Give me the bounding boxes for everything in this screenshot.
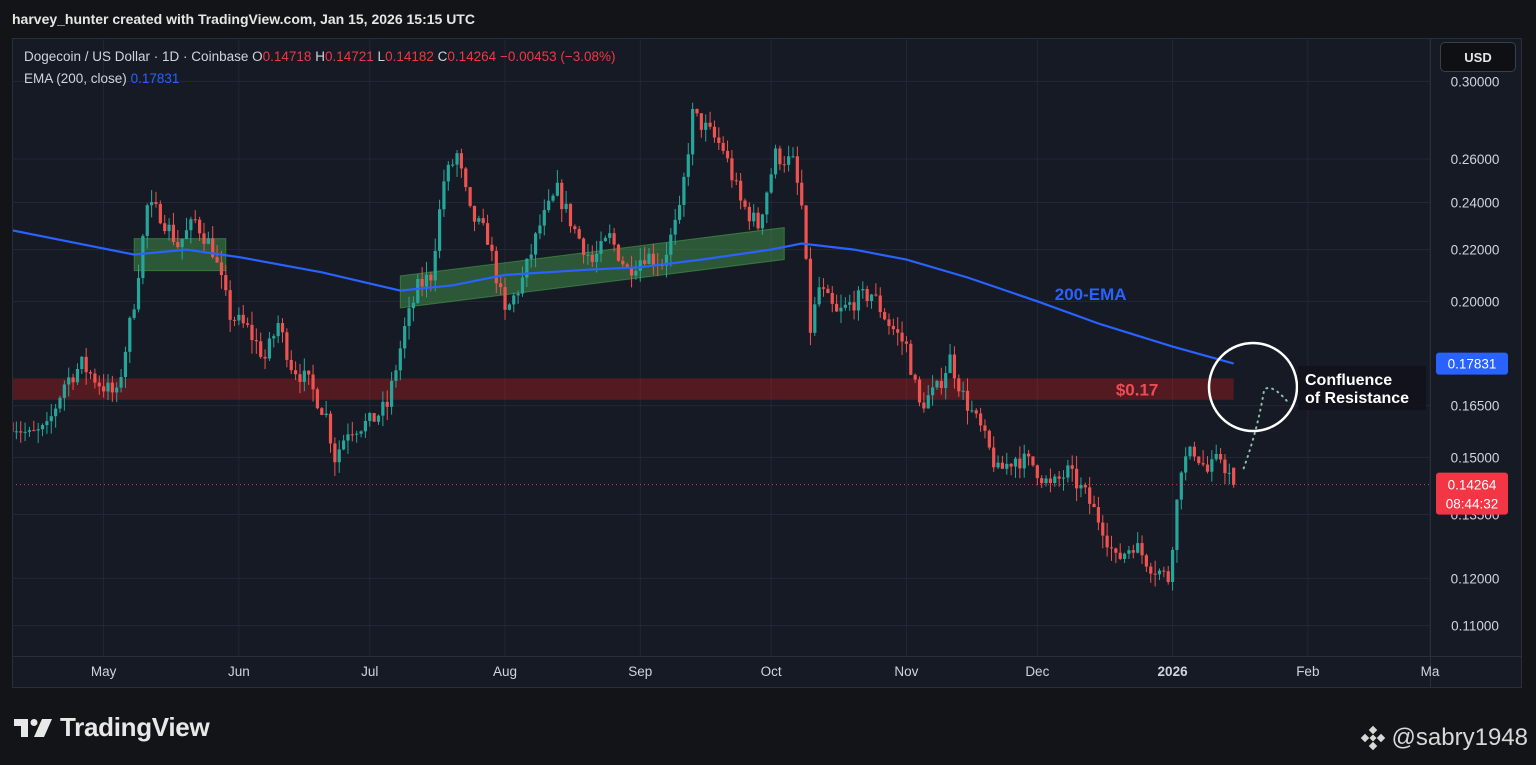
author-handle: @sabry1948: [1360, 724, 1528, 752]
legend-close-label: C: [437, 49, 448, 64]
tradingview-logo-icon: [14, 718, 52, 737]
legend-symbol: Dogecoin / US Dollar · 1D · Coinbase: [24, 49, 249, 64]
legend-low-value: 0.14182: [385, 49, 434, 64]
tradingview-brand: TradingView: [60, 712, 210, 742]
legend-open-value: 0.14718: [262, 49, 312, 64]
binance-diamond-icon: [1360, 725, 1385, 751]
legend-ema-value: 0.17831: [130, 71, 180, 86]
author-handle-text: @sabry1948: [1391, 724, 1528, 751]
chart-frame[interactable]: [12, 38, 1522, 688]
legend-open-label: O: [252, 49, 263, 64]
legend-high-label: H: [315, 49, 325, 64]
legend-close-value: 0.14264: [447, 49, 497, 64]
header-bar: harvey_hunter created with TradingView.c…: [0, 0, 1536, 38]
legend-low-label: L: [377, 49, 386, 64]
currency-button[interactable]: USD: [1440, 42, 1516, 72]
legend-ema-label: EMA (200, close): [24, 71, 127, 86]
legend-change: −0.00453 (−3.08%): [499, 49, 616, 64]
tradingview-logo[interactable]: TradingView: [14, 712, 210, 743]
legend-high-value: 0.14721: [324, 49, 374, 64]
header-caption: harvey_hunter created with TradingView.c…: [12, 11, 475, 27]
footer-bar: [0, 688, 1536, 765]
chart-legend: Dogecoin / US Dollar · 1D · Coinbase O0.…: [24, 46, 616, 90]
